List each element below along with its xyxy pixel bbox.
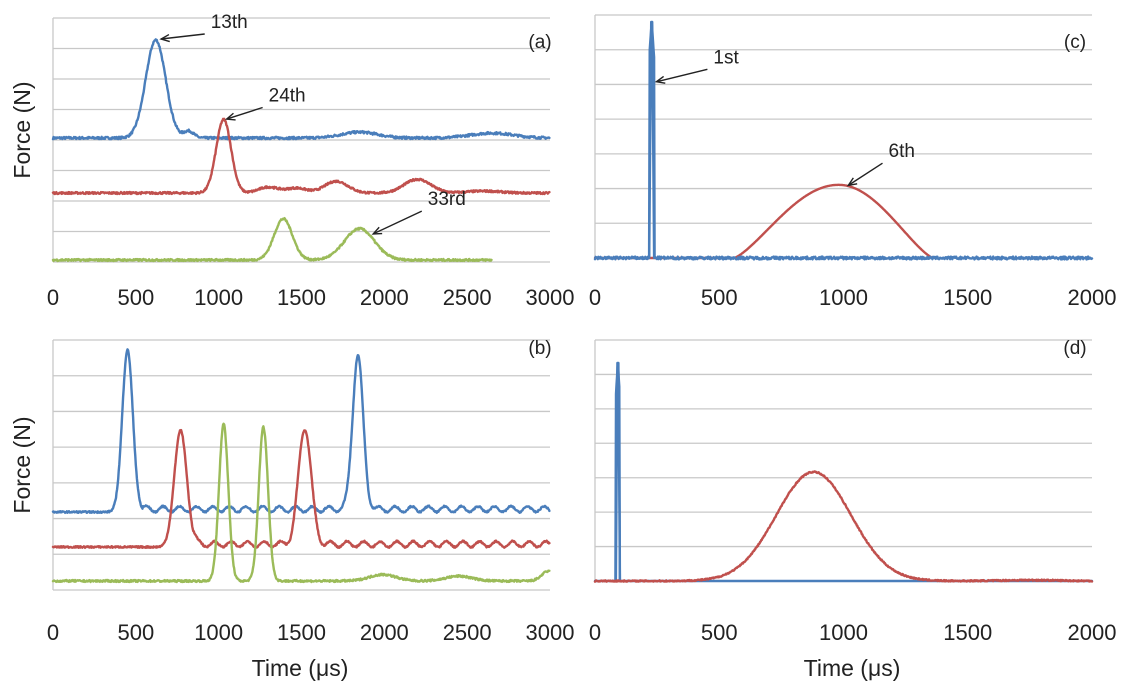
x-tick-label: 500 (117, 620, 154, 645)
x-tick-label: 1500 (277, 285, 326, 310)
y-axis-label: Force (N) (9, 416, 35, 513)
x-tick-label: 0 (47, 620, 59, 645)
x-tick-label: 1500 (943, 285, 992, 310)
annotation-label: 6th (889, 141, 915, 162)
x-tick-label: 1000 (819, 620, 868, 645)
x-tick-label: 1500 (943, 620, 992, 645)
x-tick-label: 500 (701, 285, 738, 310)
x-axis-label: Time (μs) (804, 655, 901, 681)
panel-label: (a) (528, 32, 551, 53)
series-line-red (53, 119, 549, 194)
panel-c: 0 500 1000 1500 2000 (c) 1st 6th (589, 15, 1117, 310)
panel-a: 0 500 1000 1500 2000 2500 3000 Force (N) (a) 13th… (9, 12, 574, 310)
annotation-arrow (848, 163, 882, 185)
x-tick-label: 500 (117, 285, 154, 310)
x-tick-label: 1000 (194, 285, 243, 310)
series-line-green (53, 218, 492, 261)
panel-label: (b) (528, 338, 551, 359)
series-line-blue (595, 25, 1092, 260)
x-tick-label: 2500 (443, 620, 492, 645)
annotation-label: 13th (211, 12, 248, 33)
x-axis-label: Time (μs) (252, 655, 349, 681)
y-axis-label: Force (N) (9, 81, 35, 178)
x-tick-label: 2000 (360, 620, 409, 645)
series-line-red (595, 471, 1092, 581)
series-line-red (595, 185, 933, 258)
annotation-label: 1st (713, 47, 739, 68)
x-tick-label: 0 (589, 285, 601, 310)
x-tick-label: 0 (589, 620, 601, 645)
x-tick-label: 2000 (1068, 285, 1117, 310)
x-tick-label: 2000 (360, 285, 409, 310)
x-tick-label: 1000 (819, 285, 868, 310)
x-tick-label: 2500 (443, 285, 492, 310)
annotation-arrowhead (848, 178, 857, 185)
x-tick-label: 3000 (526, 620, 575, 645)
annotation-label: 33rd (428, 189, 466, 210)
x-tick-label: 0 (47, 285, 59, 310)
x-tick-label: 1000 (194, 620, 243, 645)
x-tick-label: 3000 (526, 285, 575, 310)
x-tick-label: 1500 (277, 620, 326, 645)
panel-label: (c) (1064, 32, 1086, 53)
panel-d: 0 500 1000 1500 2000 Time (μs) (d) (589, 338, 1117, 681)
x-tick-label: 2000 (1068, 620, 1117, 645)
annotation-arrow (373, 211, 422, 234)
annotation-arrow (656, 69, 707, 81)
series-line-blue (53, 349, 549, 512)
x-tick-label: 500 (701, 620, 738, 645)
panel-label: (d) (1063, 338, 1086, 359)
panel-b: 0 500 1000 1500 2000 2500 3000 Force (N) Time (μ… (9, 338, 574, 681)
series-line-blue (595, 367, 1092, 581)
annotation-label: 24th (269, 85, 306, 106)
